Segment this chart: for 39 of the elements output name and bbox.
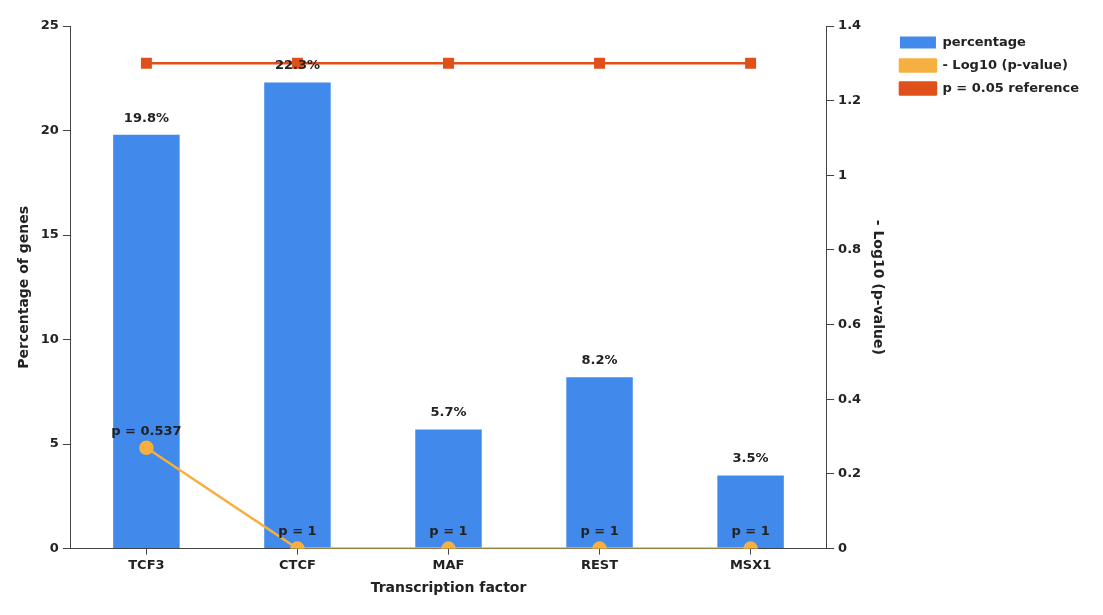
y2-tick-label: 1.2 [838,92,862,108]
data-label: 22.3% [274,57,321,73]
x-tick-label: CTCF [279,556,316,572]
annotation: p = 1 [731,523,770,539]
annotation: p = 1 [580,523,619,539]
y2-tick-label: 0.2 [838,465,862,481]
x-tick-label: TCF3 [128,556,165,572]
y2-tick-label: 1 [838,166,848,182]
data-label: 5.7% [430,404,467,420]
y-tick-label: 15 [40,226,59,242]
legend-label: p = 0.05 reference [942,79,1080,95]
bar [264,82,331,549]
y-tick-label: 25 [40,17,59,33]
y2-tick-label: 0 [838,539,848,555]
y2-tick-label: 0.4 [838,390,862,406]
data-label: 3.5% [732,450,769,466]
y2-tick-label: 0.6 [838,316,862,331]
data-label: 19.8% [123,109,169,125]
y-tick-label: 10 [40,330,59,346]
bar [717,475,784,549]
x-tick-label: MAF [432,556,465,572]
legend-label: percentage [942,33,1027,49]
x-tick-label: MSX1 [729,556,772,572]
annotation: p = 1 [278,523,317,539]
annotation: p = 1 [429,523,468,539]
x-axis-title: Transcription factor [370,579,527,596]
bar [415,429,482,549]
bar [113,134,180,549]
legend-label: - Log10 (p-value) [942,56,1068,72]
y-tick-label: 20 [40,121,59,137]
y2-tick-label: 1.4 [838,17,862,33]
bar [566,377,633,549]
y-tick-label: 0 [49,539,59,555]
y2-tick-label: 0.8 [838,241,862,257]
y-tick-label: 5 [49,435,59,451]
data-label: 8.2% [581,352,618,368]
y2-axis-title: - Log10 (p-value) [870,219,887,355]
y-axis-title: Percentage of genes [15,205,32,369]
x-tick-label: REST [580,556,619,572]
